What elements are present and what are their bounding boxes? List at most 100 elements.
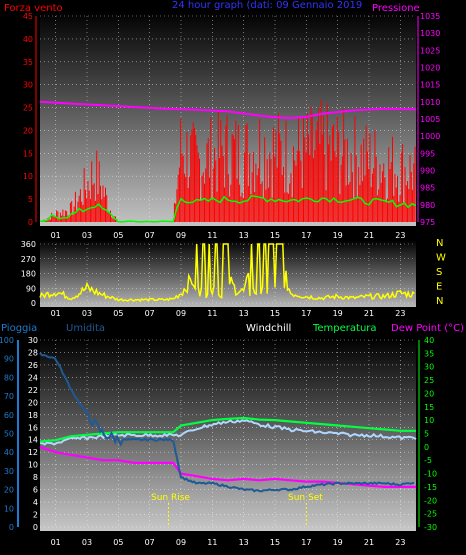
sunset-label: Sun Set [288, 493, 323, 503]
temperature-tick-label: -25 [424, 510, 437, 519]
top-x-tick-label: 05 [113, 231, 123, 240]
bottom-x-tick-label: 23 [395, 538, 405, 547]
wind-dir-x-tick-label: 21 [364, 309, 374, 318]
temperature-tick-label: -5 [424, 456, 432, 465]
wind-force-title: Forza vento [4, 3, 63, 14]
top-x-tick-label: 19 [333, 231, 343, 240]
humidity-tick-label: 0 [33, 523, 38, 532]
windchill-line [39, 419, 417, 446]
rain-tick-label: 20 [4, 486, 14, 495]
wind-force-tick-label: 35 [23, 58, 33, 67]
top-x-tick-label: 23 [395, 231, 405, 240]
temperature-tick-label: 25 [424, 376, 434, 385]
bottom-x-tick-label: 11 [207, 538, 217, 547]
wind-dir-x-tick-label: 17 [301, 309, 311, 318]
humidity-tick-label: 30 [28, 336, 38, 345]
bottom-x-tick-label: 21 [364, 538, 374, 547]
rain-tick-label: 40 [4, 448, 14, 457]
humidity-tick-label: 14 [28, 436, 38, 445]
pressure-tick-label: 1020 [420, 64, 440, 73]
top-x-tick-label: 03 [82, 231, 92, 240]
wind-dir-x-tick-label: 09 [176, 309, 186, 318]
wind-dir-x-tick-label: 07 [145, 309, 155, 318]
compass-letter: S [436, 267, 442, 278]
temperature-tick-label: 0 [424, 443, 429, 452]
bottom-x-tick-label: 17 [301, 538, 311, 547]
top-x-tick-label: 07 [145, 231, 155, 240]
bottom-x-tick-label: 15 [270, 538, 280, 547]
rain-title: Pioggia [1, 323, 37, 334]
humidity-tick-label: 6 [33, 486, 38, 495]
top-x-tick-label: 17 [301, 231, 311, 240]
humidity-tick-label: 26 [28, 361, 38, 370]
temperature-tick-label: 40 [424, 336, 434, 345]
pressure-tick-label: 990 [420, 167, 435, 176]
temperature-tick-label: 10 [424, 416, 434, 425]
bottom-x-tick-label: 07 [145, 538, 155, 547]
compass-letter: N [436, 238, 443, 249]
bottom-x-tick-label: 19 [333, 538, 343, 547]
pressure-tick-label: 1030 [420, 29, 440, 38]
top-x-tick-label: 13 [239, 231, 249, 240]
pressure-tick-label: 1025 [420, 46, 440, 55]
wind-dir-x-tick-label: 05 [113, 309, 123, 318]
pressure-tick-label: 1015 [420, 81, 440, 90]
wind-force-tick-label: 40 [23, 35, 33, 44]
wind-force-tick-label: 15 [23, 149, 33, 158]
wind-force-tick-label: 20 [23, 126, 33, 135]
wind-force-tick-label: 25 [23, 104, 33, 113]
humidity-title: Umidita [66, 323, 105, 334]
compass-letter: E [436, 282, 442, 293]
wind-dir-tick-label: 180 [21, 270, 36, 279]
wind-force-tick-label: 45 [23, 12, 33, 21]
top-x-tick-label: 01 [51, 231, 61, 240]
humidity-tick-label: 10 [28, 461, 38, 470]
pressure-title: Pressione [372, 3, 420, 14]
wind-dir-tick-label: 90 [26, 284, 36, 293]
pressure-tick-label: 975 [420, 218, 435, 227]
bottom-x-tick-label: 13 [239, 538, 249, 547]
top-x-tick-label: 21 [364, 231, 374, 240]
pressure-tick-label: 985 [420, 184, 435, 193]
dewpoint-title: Dew Point (°C) [391, 323, 464, 334]
pressure-tick-label: 1005 [420, 115, 440, 124]
wind-force-tick-label: 30 [23, 81, 33, 90]
humidity-line [39, 352, 415, 493]
rain-tick-label: 60 [4, 411, 14, 420]
wind-dir-x-tick-label: 19 [333, 309, 343, 318]
temperature-title: Temperatura [312, 323, 377, 334]
top-x-tick-label: 15 [270, 231, 280, 240]
pressure-tick-label: 1000 [420, 132, 440, 141]
rain-tick-label: 90 [4, 355, 14, 364]
wind-force-tick-label: 10 [23, 172, 33, 181]
wind-force-tick-label: 5 [28, 195, 33, 204]
pressure-tick-label: 995 [420, 149, 435, 158]
wind-force-tick-label: 0 [28, 218, 33, 227]
humidity-tick-label: 20 [28, 398, 38, 407]
temperature-tick-label: 15 [424, 403, 434, 412]
rain-tick-label: 80 [4, 373, 14, 382]
humidity-tick-label: 22 [28, 386, 38, 395]
sunrise-label: Sun Rise [151, 493, 190, 503]
wind-dir-x-tick-label: 15 [270, 309, 280, 318]
wind-dir-x-tick-label: 11 [207, 309, 217, 318]
wind-average-line [40, 194, 417, 223]
humidity-tick-label: 18 [28, 411, 38, 420]
top-x-tick-label: 11 [207, 231, 217, 240]
chart-title: 24 hour graph (dati: 09 Gennaio 2019 [172, 0, 362, 11]
rain-tick-label: 70 [4, 392, 14, 401]
temperature-tick-label: 35 [424, 349, 434, 358]
pressure-tick-label: 1035 [420, 12, 440, 21]
humidity-tick-label: 16 [28, 423, 38, 432]
rain-tick-label: 50 [4, 430, 14, 439]
pressure-line [39, 100, 417, 120]
temperature-tick-label: -10 [424, 470, 437, 479]
bottom-x-tick-label: 03 [82, 538, 92, 547]
temperature-tick-label: -20 [424, 496, 437, 505]
bottom-x-tick-label: 01 [51, 538, 61, 547]
wind-dir-tick-label: 0 [31, 299, 36, 308]
wind-dir-x-tick-label: 13 [239, 309, 249, 318]
bottom-x-tick-label: 09 [176, 538, 186, 547]
wind-dir-x-tick-label: 01 [51, 309, 61, 318]
